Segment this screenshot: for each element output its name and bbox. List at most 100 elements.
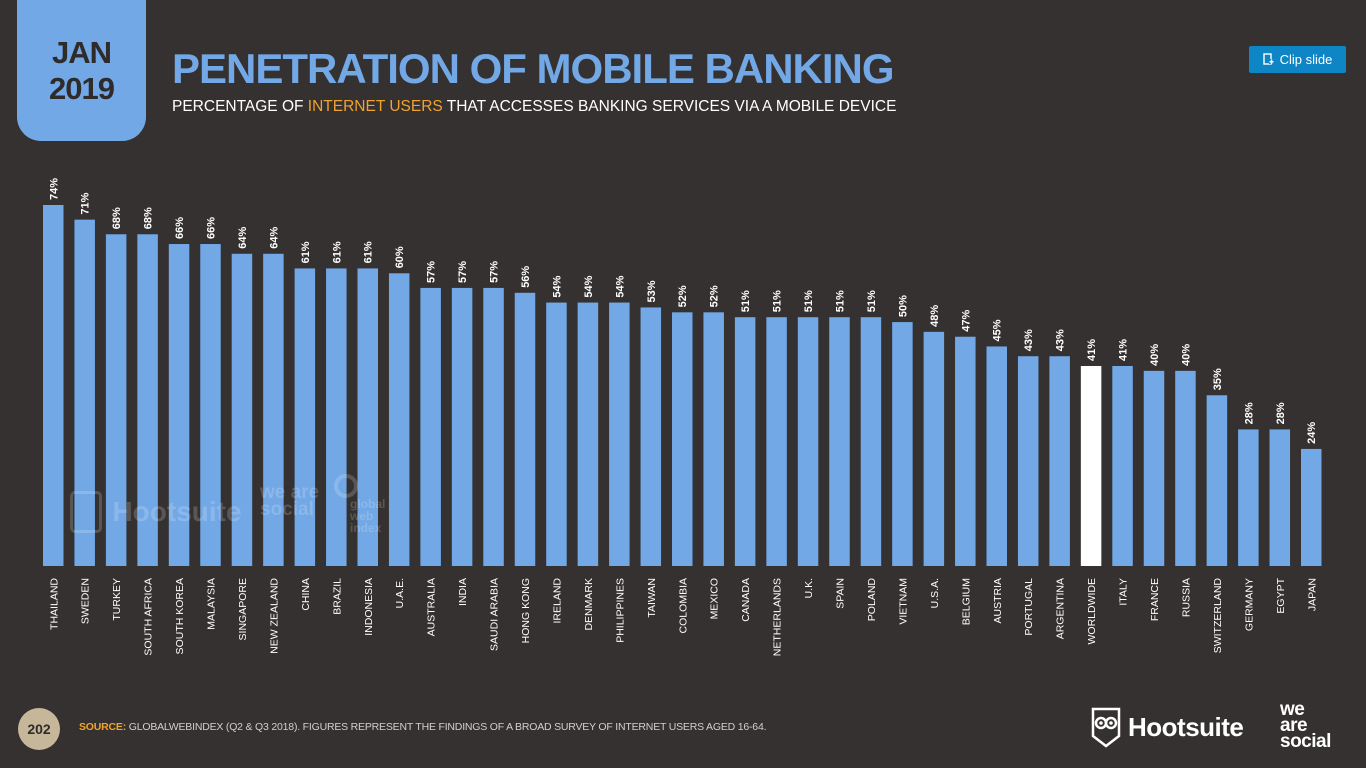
bar-belgium <box>955 336 976 566</box>
subtitle-highlight: INTERNET USERS <box>307 98 443 115</box>
category-label: SINGAPORE <box>237 578 249 640</box>
bar-china <box>294 268 316 566</box>
data-label: 71% <box>80 192 92 214</box>
bar-mexico <box>703 312 724 566</box>
category-label: POLAND <box>866 578 878 622</box>
bar-egypt <box>1269 429 1291 566</box>
bar-new-zealand <box>263 253 284 566</box>
data-label: 64% <box>237 227 249 249</box>
page-number: 202 <box>18 708 60 750</box>
data-label: 61% <box>300 241 312 263</box>
bar-spain <box>829 317 850 566</box>
category-label: PHILIPPINES <box>614 578 626 643</box>
data-label: 41% <box>1086 339 1098 361</box>
bar-saudi-arabia <box>483 287 504 566</box>
bar-philippines <box>609 302 630 566</box>
category-label: ITALY <box>1118 578 1130 606</box>
page-subtitle: PERCENTAGE OF INTERNET USERS THAT ACCESS… <box>172 97 896 117</box>
category-label: EGYPT <box>1275 577 1287 613</box>
source-text: GLOBALWEBINDEX (Q2 & Q3 2018). FIGURES R… <box>126 721 767 733</box>
category-label: NETHERLANDS <box>772 578 784 656</box>
clip-icon <box>1262 53 1274 65</box>
subtitle-pre: PERCENTAGE OF <box>172 98 308 115</box>
data-label: 66% <box>174 217 186 239</box>
category-label: U.K. <box>803 578 815 598</box>
data-label: 54% <box>551 275 563 297</box>
logo-are: are <box>1280 715 1308 736</box>
category-label: SOUTH KOREA <box>174 578 186 654</box>
subtitle-post: THAT ACCESSES BANKING SERVICES VIA A MOB… <box>442 98 897 115</box>
category-label: ARGENTINA <box>1055 578 1067 639</box>
category-label: GERMANY <box>1243 578 1255 631</box>
bar-argentina <box>1049 356 1070 566</box>
bar-thailand <box>43 205 64 566</box>
clip-slide-button[interactable]: Clip slide <box>1249 46 1346 73</box>
data-label: 61% <box>331 241 343 263</box>
data-label: 43% <box>1023 329 1035 351</box>
bar-portugal <box>1017 356 1039 566</box>
category-label: NEW ZEALAND <box>268 578 280 654</box>
data-label: 64% <box>268 227 280 249</box>
data-label: 60% <box>394 246 406 268</box>
bar-u-a-e <box>388 273 410 566</box>
bar-brazil <box>326 268 347 566</box>
category-label: FRANCE <box>1149 578 1161 621</box>
category-label: PORTUGAL <box>1023 578 1035 636</box>
bar-france <box>1143 370 1165 566</box>
category-label: SAUDI ARABIA <box>489 578 501 651</box>
category-label: BELGIUM <box>960 578 972 625</box>
clip-slide-label: Clip slide <box>1279 52 1333 67</box>
category-label: INDONESIA <box>363 578 375 636</box>
data-label: 47% <box>960 309 972 331</box>
bar-south-africa <box>137 234 158 566</box>
page-title: PENETRATION OF MOBILE BANKING <box>172 45 895 92</box>
category-label: INDIA <box>457 578 469 606</box>
source-label: SOURCE: <box>79 721 127 733</box>
data-label: 51% <box>835 290 847 312</box>
data-label: 41% <box>1118 339 1130 361</box>
hootsuite-logo: Hootsuite <box>1090 705 1244 749</box>
category-label: CANADA <box>740 578 752 622</box>
category-label: SWITZERLAND <box>1212 578 1224 654</box>
data-label: 28% <box>1275 402 1287 424</box>
category-label: COLOMBIA <box>677 578 689 633</box>
category-label: CHINA <box>300 578 312 611</box>
bar-malaysia <box>200 244 221 566</box>
data-label: 40% <box>1180 344 1192 366</box>
category-label: SPAIN <box>835 578 847 609</box>
hootsuite-logo-text: Hootsuite <box>1128 711 1244 742</box>
category-label: WORLDWIDE <box>1086 578 1098 645</box>
data-label: 43% <box>1055 329 1067 351</box>
bar-hong-kong <box>514 292 536 566</box>
category-label: VIETNAM <box>897 578 909 625</box>
bar-canada <box>734 317 756 566</box>
category-label: IRELAND <box>551 578 563 624</box>
data-label: 45% <box>992 319 1004 341</box>
data-label: 61% <box>363 241 375 263</box>
source-note: SOURCE: GLOBALWEBINDEX (Q2 & Q3 2018). F… <box>79 721 766 733</box>
logo-social: social <box>1280 731 1331 752</box>
bar-ireland <box>546 302 567 566</box>
bar-australia <box>420 287 441 566</box>
bar-denmark <box>577 302 599 566</box>
category-label: TURKEY <box>111 578 123 621</box>
bar-germany <box>1238 429 1259 566</box>
category-label: TAIWAN <box>646 578 658 618</box>
data-label: 57% <box>426 261 438 283</box>
category-label: THAILAND <box>48 578 60 630</box>
date-badge-year: 2019 <box>49 70 115 106</box>
data-label: 54% <box>583 275 595 297</box>
bar-colombia <box>672 312 693 566</box>
data-label: 74% <box>48 178 60 200</box>
category-label: JAPAN <box>1306 578 1318 611</box>
bar-russia <box>1175 370 1196 566</box>
bar-austria <box>986 346 1007 566</box>
data-label: 40% <box>1149 344 1161 366</box>
data-label: 51% <box>803 290 815 312</box>
date-badge-month: JAN <box>51 34 112 70</box>
data-label: 51% <box>866 290 878 312</box>
data-label: 51% <box>772 290 784 312</box>
category-label: U.A.E. <box>394 578 406 608</box>
bar-vietnam <box>892 322 913 566</box>
